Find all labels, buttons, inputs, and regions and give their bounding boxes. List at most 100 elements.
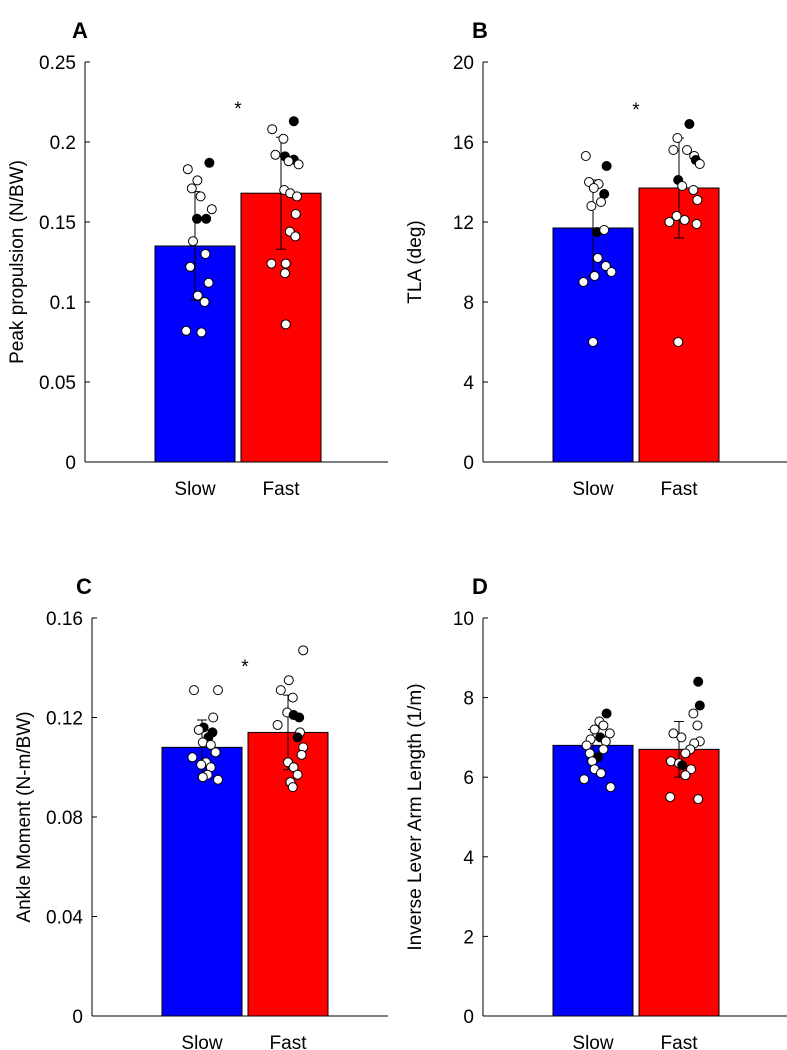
y-tick-label: 0: [463, 1007, 474, 1028]
data-point-open: [203, 277, 214, 288]
y-tick-label: 2: [463, 927, 474, 948]
bar-slow: [552, 744, 634, 1017]
y-tick-label: 8: [463, 689, 474, 710]
data-point-open: [592, 253, 603, 263]
data-point-open: [197, 772, 208, 783]
y-tick-label: 8: [463, 293, 474, 314]
data-point-open: [290, 231, 301, 242]
y-tick-label: 0.16: [46, 609, 83, 630]
data-point-open: [692, 720, 703, 731]
data-point-open: [195, 191, 206, 202]
data-point-filled: [684, 119, 695, 129]
data-point-open: [599, 225, 610, 235]
data-point-open: [196, 759, 207, 770]
x-tick-label-fast: Fast: [270, 1033, 308, 1050]
data-point-open: [186, 183, 197, 194]
panel-d: D 0 2 4 6 8 10 Inverse Lever Arm Length (1/m) Sl…: [405, 574, 787, 1050]
data-point-open: [182, 164, 193, 175]
bar-slow: [161, 746, 243, 1017]
data-point-open: [199, 297, 210, 307]
y-tick-label: 0: [72, 1007, 83, 1028]
y-tick-label: 0.15: [39, 213, 76, 234]
data-point-open: [580, 151, 591, 161]
panel-letter: B: [472, 18, 488, 43]
data-point-open: [283, 156, 294, 167]
data-point-open: [664, 217, 675, 227]
data-point-open: [193, 724, 204, 735]
data-point-open: [598, 720, 609, 731]
data-point-open: [213, 774, 223, 785]
y-axis-label: Ankle Moment (N-m/BW): [14, 711, 35, 922]
data-point-open: [188, 236, 198, 247]
x-tick-label-fast: Fast: [661, 479, 699, 500]
data-point-open: [686, 764, 696, 775]
data-point-open: [596, 768, 606, 779]
data-point-open: [588, 337, 598, 347]
data-point-open: [290, 209, 301, 219]
data-point-open: [691, 219, 702, 229]
significance-marker: *: [234, 99, 242, 120]
x-tick-label-fast: Fast: [661, 1033, 699, 1050]
panel-b: B 0 4 8 12 16 20 TLA (deg) Slow Fast *: [405, 18, 787, 500]
y-tick-label: 0.2: [50, 133, 76, 154]
y-tick-label: 0.05: [39, 373, 76, 394]
data-point-open: [189, 685, 199, 696]
x-tick-label-slow: Slow: [181, 1033, 222, 1050]
data-point-open: [280, 258, 291, 269]
data-point-filled: [294, 712, 305, 723]
data-point-open: [588, 183, 599, 193]
data-point-open: [600, 261, 611, 271]
data-point-open: [296, 749, 307, 760]
data-point-open: [682, 145, 692, 155]
data-point-open: [205, 739, 216, 750]
data-point-open: [665, 792, 676, 803]
data-point-open: [266, 258, 277, 269]
data-point-open: [192, 175, 203, 186]
data-point-open: [196, 327, 207, 338]
panel-a: A 0 0.05 0.1 0.15 0.2 0.25 Peak propulsion (N/B…: [7, 18, 388, 500]
data-point-open: [688, 185, 699, 195]
data-point-open: [298, 645, 309, 656]
data-point-filled: [192, 213, 202, 224]
data-point-open: [213, 685, 223, 696]
data-point-open: [668, 145, 679, 155]
panel-letter: A: [72, 18, 88, 43]
y-tick-label: 10: [453, 609, 474, 630]
data-point-filled: [677, 760, 688, 771]
data-point-open: [673, 337, 684, 347]
data-point-open: [278, 133, 289, 144]
data-point-open: [270, 149, 281, 160]
y-tick-label: 20: [453, 53, 474, 74]
data-point-open: [292, 191, 302, 202]
x-tick-label-slow: Slow: [572, 1033, 613, 1050]
y-tick-label: 0.12: [46, 709, 83, 730]
data-point-open: [680, 770, 691, 781]
y-tick-label: 0.04: [46, 908, 83, 929]
panel-letter: D: [472, 574, 488, 599]
data-point-open: [604, 728, 615, 739]
data-point-open: [692, 195, 703, 205]
y-tick-label: 0.1: [50, 293, 76, 314]
data-point-open: [589, 271, 600, 281]
data-point-filled: [694, 700, 705, 711]
data-point-filled: [292, 732, 303, 743]
data-point-filled: [693, 676, 704, 687]
data-point-open: [287, 782, 298, 793]
panel-c: C 0 0.04 0.08 0.12 0.16 Ankle Moment (N-m/BW) S…: [14, 574, 388, 1050]
y-tick-label: 6: [463, 768, 474, 789]
significance-marker: *: [241, 657, 249, 678]
y-tick-label: 16: [453, 133, 474, 154]
data-point-open: [679, 215, 690, 225]
data-point-open: [292, 769, 303, 780]
bar-fast: [247, 731, 329, 1017]
x-tick-label-fast: Fast: [263, 479, 301, 500]
data-point-open: [676, 732, 687, 743]
data-point-open: [596, 197, 606, 207]
data-point-open: [280, 319, 291, 330]
y-tick-label: 12: [453, 213, 474, 234]
data-point-open: [181, 325, 192, 336]
data-point-open: [287, 692, 298, 703]
y-tick-label: 0: [463, 453, 474, 474]
y-tick-label: 0.25: [39, 53, 76, 74]
